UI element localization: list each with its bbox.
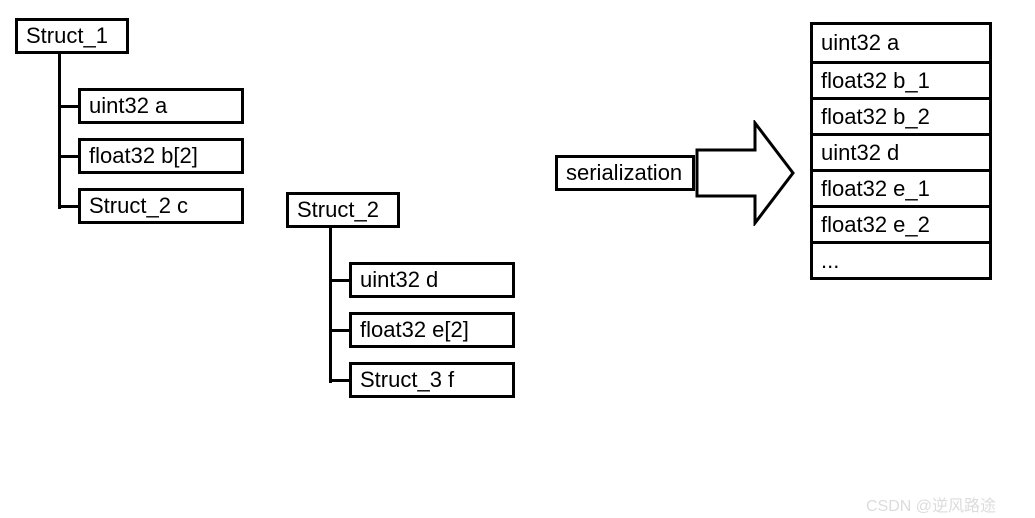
struct2-stem	[329, 228, 332, 383]
watermark: CSDN @逆风路途	[866, 492, 996, 516]
struct1-stem	[58, 54, 61, 209]
serialization-diagram: Struct_1 uint32 a float32 b[2] Struct_2 c St…	[0, 0, 1035, 518]
struct1-tick-2	[58, 205, 78, 208]
struct1-field-0: uint32 a	[78, 88, 244, 124]
output-row-1: float32 b_1	[813, 61, 989, 97]
serialization-label: serialization	[555, 155, 695, 191]
struct1-field-1: float32 b[2]	[78, 138, 244, 174]
struct2-field-0: uint32 d	[349, 262, 515, 298]
output-row-5: float32 e_2	[813, 205, 989, 241]
struct2-tick-1	[329, 329, 349, 332]
struct2-tick-0	[329, 279, 349, 282]
struct2-title: Struct_2	[286, 192, 400, 228]
struct1-title: Struct_1	[15, 18, 129, 54]
struct2-tick-2	[329, 379, 349, 382]
output-row-0: uint32 a	[813, 25, 989, 61]
struct1-tick-0	[58, 105, 78, 108]
output-row-6: ...	[813, 241, 989, 277]
struct1-tick-1	[58, 155, 78, 158]
arrow-icon	[695, 120, 795, 226]
serialized-output: uint32 afloat32 b_1float32 b_2uint32 dfl…	[810, 22, 992, 280]
struct2-field-2: Struct_3 f	[349, 362, 515, 398]
struct1-field-2: Struct_2 c	[78, 188, 244, 224]
output-row-2: float32 b_2	[813, 97, 989, 133]
struct2-field-1: float32 e[2]	[349, 312, 515, 348]
output-row-3: uint32 d	[813, 133, 989, 169]
output-row-4: float32 e_1	[813, 169, 989, 205]
